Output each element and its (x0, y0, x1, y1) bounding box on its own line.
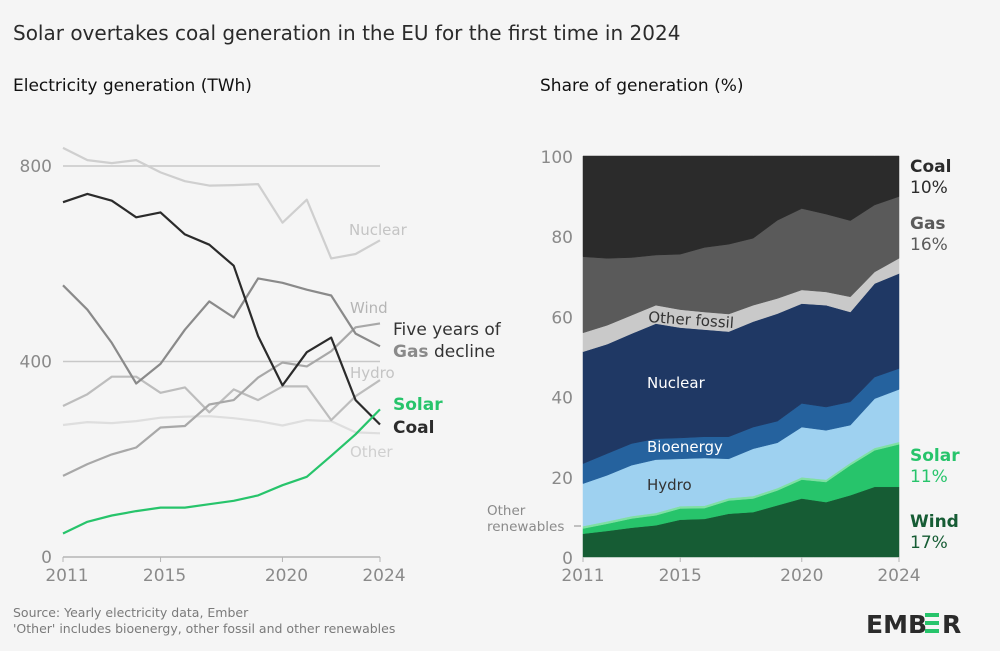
area-chart: 0 20 40 60 80 100 2011 2015 2020 2024 (541, 148, 921, 586)
end-label-coal: Coal (910, 157, 951, 177)
series-label-other: Other (350, 443, 393, 461)
logo-e-bar (925, 621, 939, 625)
y-tick-label: 60 (551, 308, 573, 328)
line-coal (62, 192, 381, 426)
y-tick-label: 100 (541, 148, 573, 168)
x-tick-label: 2024 (362, 566, 405, 586)
y-tick-label: 400 (20, 353, 52, 373)
y-tick-label: 20 (551, 469, 573, 489)
end-label-gas: Gas (910, 214, 946, 234)
ember-logo: EMB R (866, 610, 961, 639)
area-label-other-renewables-2: renewables (487, 519, 564, 535)
source-line: Source: Yearly electricity data, Ember (13, 605, 249, 620)
logo-em: EMB (866, 610, 927, 639)
series-label-wind: Wind (350, 299, 388, 317)
end-value-solar: 11% (910, 467, 948, 487)
left-chart-title: Electricity generation (TWh) (13, 76, 252, 96)
right-chart-title: Share of generation (%) (540, 76, 744, 96)
logo-e-bar (925, 629, 939, 633)
series-label-hydro: Hydro (350, 364, 395, 382)
annotation-line1: Five years of (393, 320, 502, 340)
end-value-coal: 10% (910, 178, 948, 198)
annotation-line2: Gas decline (393, 342, 495, 362)
annotation-decline: decline (429, 342, 496, 362)
line-wind (62, 322, 381, 477)
x-tick-label: 2020 (265, 566, 308, 586)
x-tick-label: 2011 (561, 566, 604, 586)
end-label-solar: Solar (910, 446, 960, 466)
area-label-bioenergy: Bioenergy (647, 438, 723, 456)
line-gas (62, 277, 381, 385)
line-other (62, 415, 381, 435)
end-label-wind: Wind (910, 512, 959, 532)
y-tick-label: 40 (551, 389, 573, 409)
y-tick-label: 80 (551, 228, 573, 248)
area-label-hydro: Hydro (647, 476, 692, 494)
chart-title: Solar overtakes coal generation in the E… (13, 21, 680, 45)
x-tick-label: 2011 (45, 566, 88, 586)
note-line: 'Other' includes bioenergy, other fossil… (13, 621, 395, 636)
area-label-other-renewables-1: Other (487, 503, 526, 519)
series-label-coal: Coal (393, 418, 434, 438)
area-coal (582, 155, 900, 259)
y-tick-label: 0 (562, 549, 573, 569)
series-label-nuclear: Nuclear (349, 221, 408, 239)
line-chart: 0 400 800 2011 2015 2020 2024 (20, 146, 406, 586)
y-tick-label: 0 (41, 548, 52, 568)
line-nuclear (62, 146, 381, 260)
y-tick-label: 800 (20, 157, 52, 177)
series-label-solar: Solar (393, 395, 443, 415)
logo-e-bar (925, 613, 939, 617)
x-tick-label: 2024 (877, 566, 920, 586)
x-tick-label: 2020 (780, 566, 823, 586)
end-value-gas: 16% (910, 235, 948, 255)
end-value-wind: 17% (910, 533, 948, 553)
annotation-gas: Gas (393, 342, 429, 362)
line-solar (62, 408, 381, 535)
area-label-other-fossil: Other fossil (648, 308, 735, 332)
x-tick-label: 2015 (659, 566, 702, 586)
x-tick-label: 2015 (143, 566, 186, 586)
line-hydro (62, 375, 381, 422)
logo-r: R (942, 610, 961, 639)
area-label-nuclear: Nuclear (647, 374, 706, 392)
